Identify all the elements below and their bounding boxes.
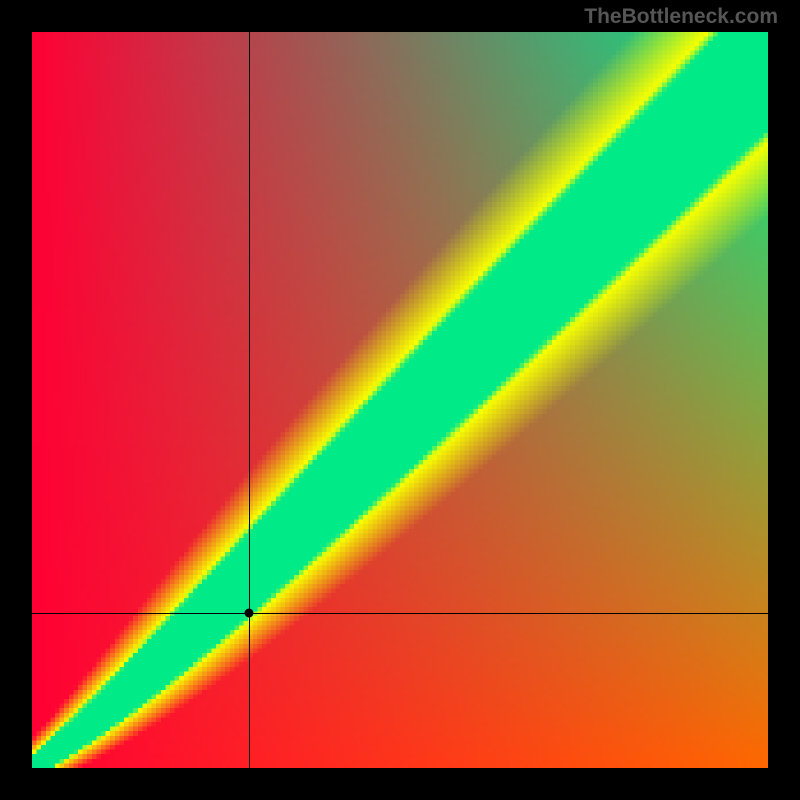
chart-container: TheBottleneck.com: [0, 0, 800, 800]
heatmap-canvas: [32, 32, 768, 768]
crosshair-horizontal: [32, 613, 768, 614]
crosshair-vertical: [249, 32, 250, 768]
crosshair-marker: [245, 609, 254, 618]
watermark-text: TheBottleneck.com: [584, 5, 778, 29]
